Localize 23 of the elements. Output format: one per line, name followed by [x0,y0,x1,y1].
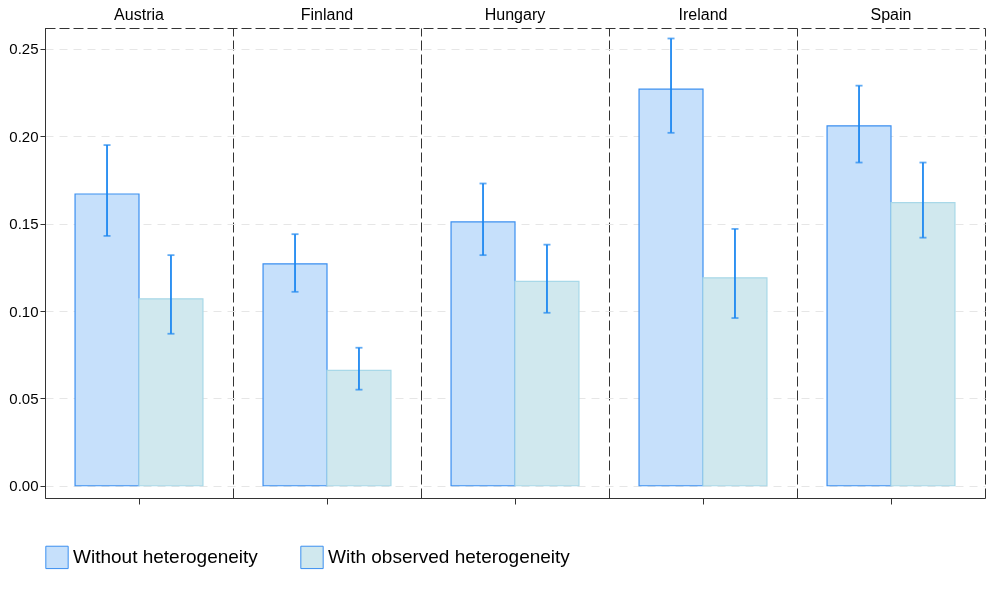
legend-label: With observed heterogeneity [328,546,571,568]
bar [702,277,768,487]
y-tick-label: 0.10 [9,302,39,320]
x-tick-label: Hungary [484,5,546,23]
bar [138,298,204,487]
bar [450,221,516,487]
x-tick-label: Finland [300,5,354,23]
y-tick-label: 0.05 [9,389,39,407]
y-tick-label: 0.20 [9,127,39,145]
y-tick-label: 0.25 [9,40,39,58]
x-tick-label: Austria [114,5,164,23]
bar [514,280,580,487]
x-tick-label: Ireland [678,5,728,23]
bar [826,125,892,487]
y-tick-label: 0.00 [9,477,39,495]
y-tick-label: 0.15 [9,215,39,233]
bar [890,202,956,487]
bar [326,369,392,487]
bar [638,88,704,487]
x-tick-label: Spain [870,5,912,23]
legend-label: Without heterogeneity [73,546,259,568]
bar [74,193,140,487]
bar [262,263,328,487]
